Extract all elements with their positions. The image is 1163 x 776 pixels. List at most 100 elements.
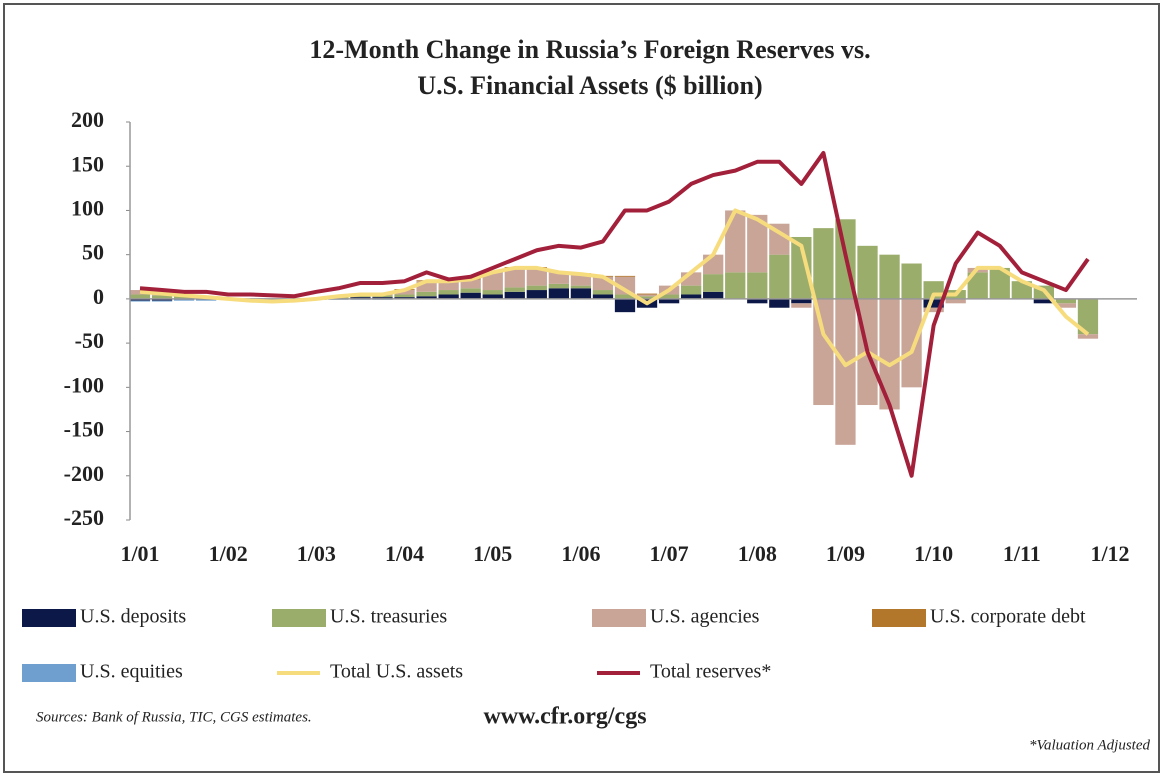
bar bbox=[747, 214, 768, 273]
url: www.cfr.org/cgs bbox=[483, 704, 646, 730]
bar bbox=[129, 294, 151, 299]
line bbox=[139, 208, 1090, 368]
bar bbox=[1011, 281, 1032, 299]
bar bbox=[747, 298, 768, 304]
bar bbox=[151, 298, 173, 301]
bar bbox=[636, 296, 658, 299]
y-tick-label: -250 bbox=[64, 505, 104, 530]
x-tick-label: 1/12 bbox=[1090, 541, 1129, 566]
x-tick-label: 1/10 bbox=[914, 541, 953, 566]
bar bbox=[680, 294, 702, 299]
bar bbox=[923, 298, 944, 308]
bar bbox=[350, 297, 371, 299]
bar bbox=[129, 300, 151, 302]
bar bbox=[394, 297, 415, 299]
chart-title: U.S. Financial Assets ($ billion) bbox=[417, 71, 762, 100]
bar bbox=[438, 281, 459, 291]
bar bbox=[460, 292, 481, 299]
x-tick-label: 1/01 bbox=[120, 541, 159, 566]
legend-label: U.S. corporate debt bbox=[930, 606, 1086, 628]
bar bbox=[548, 272, 570, 284]
bar bbox=[416, 291, 437, 297]
bar bbox=[394, 294, 415, 298]
y-tick-label: 150 bbox=[71, 151, 104, 176]
bar bbox=[482, 272, 503, 291]
bar bbox=[592, 290, 614, 295]
bar bbox=[460, 288, 481, 293]
x-tick-label: 1/04 bbox=[385, 541, 424, 566]
legend-swatch bbox=[592, 609, 646, 627]
frame bbox=[3, 3, 1160, 773]
sources: Sources: Bank of Russia, TIC, CGS estima… bbox=[36, 709, 312, 725]
y-tick-label: 0 bbox=[93, 284, 104, 309]
bar bbox=[1077, 334, 1099, 339]
bar bbox=[614, 298, 636, 313]
bar bbox=[195, 299, 217, 301]
bar bbox=[725, 272, 746, 299]
line bbox=[139, 150, 1090, 478]
legend-label: Total U.S. assets bbox=[330, 661, 463, 683]
y-tick-label: -100 bbox=[64, 372, 104, 397]
bar bbox=[504, 287, 525, 292]
bar bbox=[680, 285, 702, 295]
bar bbox=[570, 288, 592, 299]
legend-label: U.S. equities bbox=[80, 661, 183, 683]
y-tick-label: 200 bbox=[71, 107, 104, 132]
bar bbox=[791, 236, 812, 299]
bar bbox=[460, 279, 481, 289]
bar bbox=[658, 298, 680, 304]
bar bbox=[526, 290, 547, 299]
bar bbox=[614, 294, 636, 299]
bar bbox=[173, 296, 195, 299]
bar bbox=[791, 298, 812, 304]
bar bbox=[1033, 298, 1055, 304]
legend-swatch bbox=[22, 609, 76, 627]
bar bbox=[482, 294, 503, 299]
y-tick-label: 100 bbox=[71, 195, 104, 220]
legend-label: Total reserves* bbox=[650, 661, 771, 683]
y-tick-label: 50 bbox=[82, 240, 104, 265]
bar bbox=[548, 283, 570, 289]
bar bbox=[151, 300, 173, 302]
x-tick-label: 1/08 bbox=[738, 541, 777, 566]
y-tick-label: -200 bbox=[64, 461, 104, 486]
y-tick-label: -50 bbox=[75, 328, 104, 353]
bar bbox=[151, 295, 173, 299]
legend-swatch bbox=[272, 609, 326, 627]
bar bbox=[791, 303, 812, 308]
x-tick-label: 1/11 bbox=[1003, 541, 1041, 566]
legend-swatch bbox=[22, 664, 76, 682]
bar bbox=[747, 272, 768, 299]
bar bbox=[703, 254, 724, 275]
bar bbox=[1055, 303, 1077, 308]
bar bbox=[438, 290, 459, 295]
bar bbox=[570, 274, 592, 286]
bar bbox=[1077, 298, 1099, 335]
bar bbox=[989, 267, 1010, 299]
bar bbox=[372, 297, 393, 299]
bar bbox=[813, 228, 834, 299]
bar bbox=[504, 267, 525, 288]
bar bbox=[416, 296, 437, 299]
legend-label: U.S. deposits bbox=[80, 606, 186, 628]
bar bbox=[835, 298, 856, 445]
bar bbox=[482, 290, 503, 295]
bar bbox=[703, 291, 724, 299]
bar bbox=[570, 285, 592, 289]
bar bbox=[614, 275, 636, 277]
bar bbox=[923, 307, 944, 313]
x-tick-label: 1/09 bbox=[826, 541, 865, 566]
x-tick-label: 1/05 bbox=[473, 541, 512, 566]
bar bbox=[526, 267, 547, 286]
chart-title: 12-Month Change in Russia’s Foreign Rese… bbox=[309, 35, 870, 64]
bar bbox=[967, 272, 988, 299]
bar bbox=[1055, 298, 1077, 304]
bar bbox=[438, 294, 459, 299]
x-tick-label: 1/06 bbox=[561, 541, 600, 566]
bar bbox=[504, 291, 525, 299]
bar bbox=[945, 298, 966, 304]
y-tick-label: -150 bbox=[64, 417, 104, 442]
bar bbox=[592, 294, 614, 299]
legend-label: U.S. agencies bbox=[650, 606, 760, 628]
